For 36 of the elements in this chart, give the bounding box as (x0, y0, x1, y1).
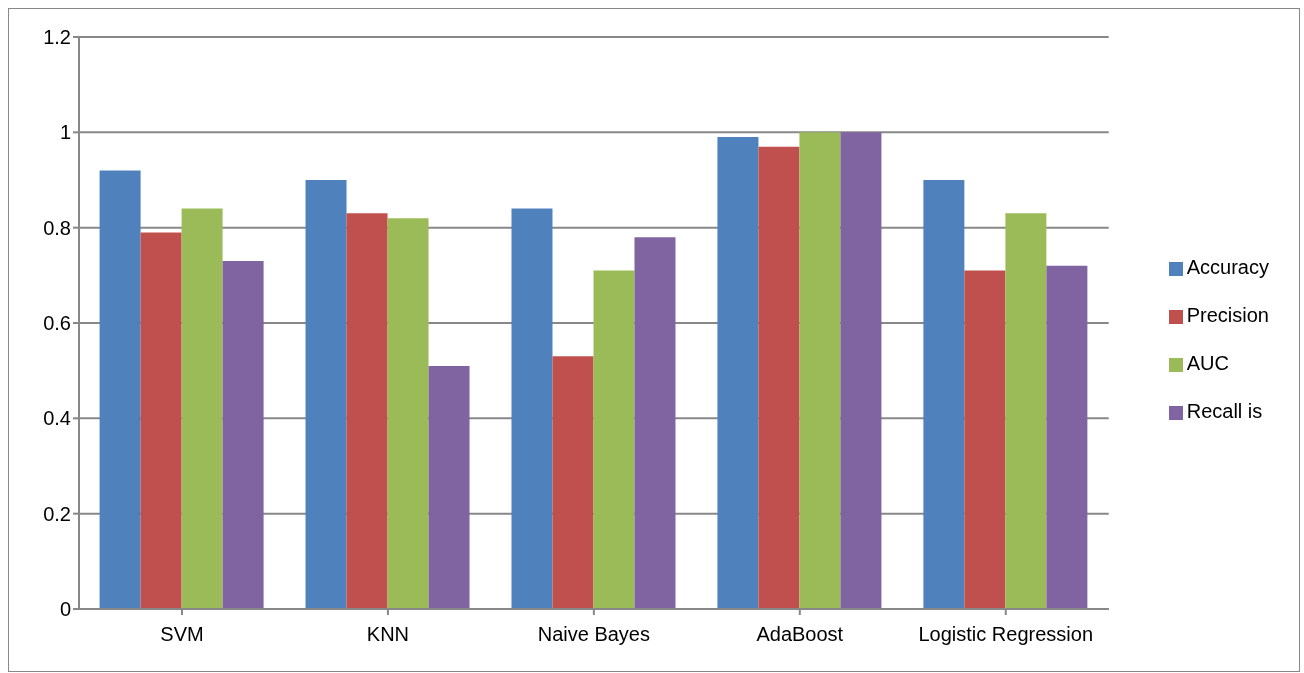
bar (758, 146, 800, 609)
y-tick-label: 0.2 (43, 502, 71, 525)
bar (99, 170, 141, 609)
x-tick-label: SVM (160, 623, 204, 646)
legend-label: Accuracy (1186, 256, 1269, 278)
bar (428, 365, 470, 609)
y-tick-label: 0.8 (43, 216, 71, 239)
y-tick-label: 0.4 (43, 407, 71, 430)
bar (840, 132, 882, 609)
y-tick-label: 1.2 (43, 26, 71, 49)
bar (222, 261, 264, 609)
bar (1046, 265, 1088, 609)
bar (140, 232, 182, 609)
bar (634, 237, 676, 609)
legend-label: Recall is (1186, 400, 1263, 422)
bar (387, 218, 429, 609)
bar (923, 180, 965, 609)
legend-label: AUC (1186, 352, 1229, 374)
y-tick-label: 0 (59, 598, 71, 621)
x-tick-label: Logistic Regression (918, 623, 1094, 646)
bar (1005, 213, 1047, 609)
bar (552, 356, 594, 609)
bar (181, 208, 223, 609)
legend-label: Precision (1186, 304, 1269, 326)
bar (717, 137, 759, 609)
bar (593, 270, 635, 609)
y-tick-label: 1 (59, 121, 71, 144)
bar (346, 213, 388, 609)
x-tick-label: AdaBoost (756, 623, 844, 646)
bar (305, 180, 347, 609)
x-tick-label: KNN (366, 623, 410, 646)
bar (799, 132, 841, 609)
bar (964, 270, 1006, 609)
bar (511, 208, 553, 609)
y-tick-label: 0.6 (43, 312, 71, 335)
x-tick-label: Naive Bayes (537, 623, 651, 646)
